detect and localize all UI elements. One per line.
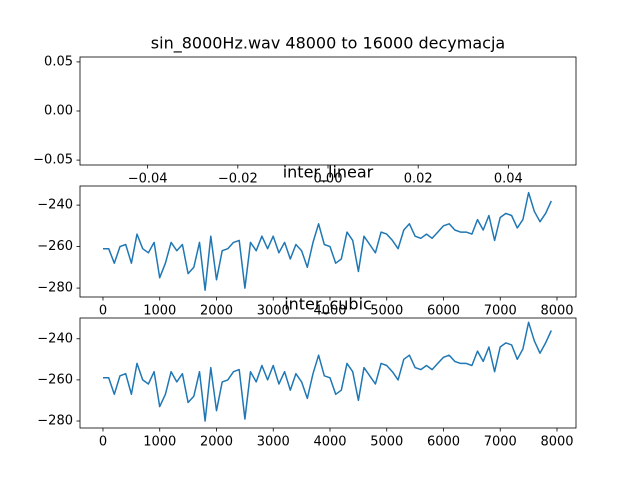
- x-tick-label: 6000: [427, 304, 460, 319]
- y-tick-label: 0.05: [44, 54, 73, 69]
- data-line: [103, 321, 552, 422]
- y-tick-label: −240: [37, 331, 73, 346]
- x-tick-label: 7000: [484, 304, 517, 319]
- axes-title: inter_cubic: [284, 295, 372, 315]
- x-tick-label: 1000: [143, 435, 176, 450]
- x-tick-label: 7000: [484, 435, 517, 450]
- x-tick-label: 0.00: [314, 172, 343, 187]
- axes-frame: [79, 185, 577, 298]
- x-tick-label: 4000: [313, 435, 346, 450]
- x-tick-label: 0: [99, 435, 107, 450]
- x-tick-label: 5000: [370, 304, 403, 319]
- y-tick-label: −240: [37, 198, 73, 213]
- x-tick-label: 1000: [143, 304, 176, 319]
- axes-title: inter_linear: [283, 163, 374, 183]
- x-tick-label: 3000: [257, 304, 290, 319]
- x-tick-label: −0.02: [218, 172, 258, 187]
- x-tick-label: 8000: [540, 304, 573, 319]
- x-tick-label: 6000: [427, 435, 460, 450]
- y-tick-label: 0.00: [44, 104, 73, 119]
- y-tick-label: −280: [37, 414, 73, 429]
- x-tick-label: 3000: [257, 435, 290, 450]
- x-tick-label: −0.04: [128, 172, 168, 187]
- x-tick-label: 2000: [200, 435, 233, 450]
- y-tick-label: −260: [37, 372, 73, 387]
- x-tick-label: 8000: [540, 435, 573, 450]
- x-tick-label: 0.04: [494, 172, 523, 187]
- y-tick-label: −280: [37, 281, 73, 296]
- y-tick-label: −260: [37, 239, 73, 254]
- axes-frame: [79, 317, 577, 429]
- x-tick-label: 5000: [370, 435, 403, 450]
- axes-title: sin_8000Hz.wav 48000 to 16000 decymacja: [151, 34, 505, 54]
- x-tick-label: 4000: [313, 304, 346, 319]
- x-tick-label: 0: [99, 304, 107, 319]
- x-tick-label: 0.02: [404, 172, 433, 187]
- x-tick-label: 2000: [200, 304, 233, 319]
- data-line: [103, 191, 552, 291]
- y-tick-label: −0.05: [33, 153, 73, 168]
